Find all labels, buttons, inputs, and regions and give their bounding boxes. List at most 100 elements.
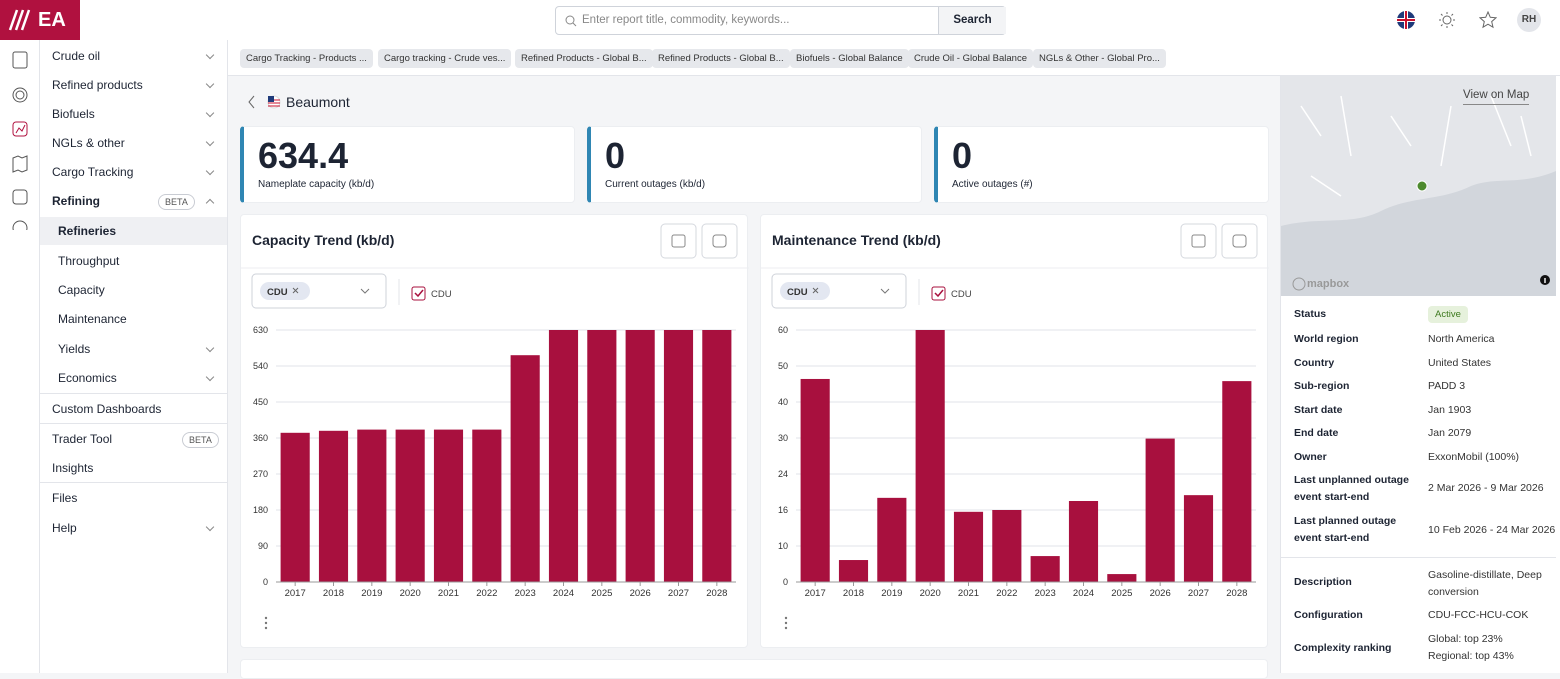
filter-chip: CDU (787, 287, 808, 298)
detail-label: Last unplanned outage event start-end (1294, 474, 1409, 503)
report-tab[interactable]: Biofuels - Global Balance (790, 49, 909, 68)
detail-panel: View on Map mapbox Status Active World r… (1280, 76, 1560, 673)
logo[interactable]: EA (0, 0, 80, 40)
x-tick-label: 2019 (361, 588, 382, 599)
nav-subitem[interactable]: Maintenance (58, 312, 127, 326)
kpi-label: Active outages (#) (952, 179, 1033, 190)
rail-icons (12, 51, 28, 230)
detail-value: CDU-FCC-HCU-COK (1428, 609, 1529, 621)
view-on-map[interactable]: View on Map (1463, 89, 1530, 105)
icon (712, 234, 727, 248)
detail-label: Description (1294, 576, 1352, 588)
search-button[interactable]: Search (938, 7, 1006, 34)
report-tab[interactable]: Refined Products - Global B... (652, 49, 790, 68)
bar (915, 330, 945, 582)
menu-dot (264, 621, 268, 625)
check (934, 289, 944, 298)
report-tab[interactable]: NGLs & Other - Global Pro... (1033, 49, 1166, 68)
nav-subitem[interactable]: Capacity (58, 283, 105, 297)
back-and-flag[interactable] (246, 95, 282, 109)
nav-item[interactable]: Custom Dashboards (52, 402, 162, 416)
filter-chip-bg (780, 282, 830, 300)
bar (433, 429, 464, 582)
nav-item[interactable]: Cargo Tracking (52, 165, 134, 179)
nav-item[interactable]: Files (52, 491, 78, 505)
date-button[interactable] (1180, 223, 1217, 259)
detail-value: 2 Mar 2026 - 9 Mar 2026 (1428, 482, 1544, 494)
bar (1183, 495, 1214, 582)
x-tick-label: 2027 (1188, 588, 1209, 599)
checkbox[interactable] (931, 286, 946, 301)
checkbox-label: CDU (431, 289, 452, 300)
kpi-value: 0 (952, 135, 973, 176)
x-tick-label: 2024 (1073, 588, 1094, 599)
search-box[interactable]: Enter report title, commodity, keywords.… (555, 6, 1006, 35)
report-tab[interactable]: Refined Products - Global B... (515, 49, 653, 68)
report-tab[interactable]: Cargo tracking - Crude ves... (378, 49, 512, 68)
beta-badge: BETA (158, 194, 195, 210)
kpi-card: 634.4 Nameplate capacity (kb/d) (240, 126, 575, 203)
bar (1030, 556, 1060, 582)
map-attribution: mapbox (1307, 278, 1350, 290)
theme-toggle[interactable] (1438, 11, 1456, 29)
icon (1191, 234, 1206, 248)
detail-label: Configuration (1294, 609, 1363, 621)
select-chevron (880, 288, 890, 294)
x-tick-label: 2017 (805, 588, 826, 599)
detail-value: PADD 3 (1428, 380, 1466, 392)
bar (838, 560, 869, 582)
nav-item[interactable]: Crude oil (52, 49, 101, 63)
chart-title: Capacity Trend (kb/d) (252, 232, 394, 248)
detail-value: Jan 2079 (1428, 427, 1472, 439)
logo-mark (8, 9, 31, 31)
nav-subitem[interactable]: Throughput (58, 254, 120, 268)
icon (671, 234, 686, 248)
language-flag[interactable] (1396, 10, 1416, 30)
detail-label: Status (1294, 308, 1327, 320)
nav-item[interactable]: Refined products (52, 78, 143, 92)
status-badge: Active (1428, 306, 1468, 323)
active-highlight (40, 217, 227, 245)
table-button[interactable] (701, 223, 738, 259)
bar (800, 378, 830, 582)
y-tick-label: 50 (778, 361, 788, 371)
bar (280, 432, 310, 582)
y-tick-label: 30 (778, 433, 788, 443)
nav-subitem[interactable]: Yields (58, 342, 91, 356)
nav-item[interactable]: Help (52, 521, 77, 535)
y-tick-label: 0 (263, 577, 268, 587)
nav-item[interactable]: Biofuels (52, 107, 95, 121)
map[interactable] (1281, 76, 1556, 296)
chip-remove[interactable] (812, 287, 819, 294)
nav-item[interactable]: Refining (52, 194, 100, 208)
sidebar: Crude oil Refined products Biofuels NGLs… (40, 40, 228, 673)
detail-value: United States (1428, 357, 1492, 369)
y-tick-label: 180 (253, 505, 268, 515)
nav-subitem[interactable]: Refineries (58, 224, 117, 238)
x-tick-label: 2024 (553, 588, 574, 599)
checkbox[interactable] (411, 286, 426, 301)
chip-remove[interactable] (292, 287, 299, 294)
nav-subitem[interactable]: Economics (58, 371, 117, 385)
nav-item[interactable]: NGLs & other (52, 136, 125, 150)
user-avatar[interactable]: RH (1517, 8, 1541, 32)
date-button[interactable] (660, 223, 697, 259)
bar (663, 330, 694, 582)
search-icon (565, 15, 577, 27)
x-tick-label: 2026 (1150, 588, 1171, 599)
x-tick-label: 2027 (668, 588, 689, 599)
y-tick-label: 40 (778, 397, 788, 407)
nav-item[interactable]: Insights (52, 461, 94, 475)
detail-value: North America (1428, 333, 1495, 345)
bar (587, 330, 617, 582)
y-tick-label: 24 (778, 469, 788, 479)
favorites[interactable] (1479, 11, 1497, 29)
report-tab[interactable]: Cargo Tracking - Products ... (240, 49, 373, 68)
detail-value: Global: top 23% (1428, 633, 1503, 645)
bar (992, 510, 1022, 582)
bar (318, 430, 349, 582)
table-button[interactable] (1221, 223, 1258, 259)
filter-chip: CDU (267, 287, 288, 298)
report-tab[interactable]: Crude Oil - Global Balance (908, 49, 1033, 68)
nav-item[interactable]: Trader Tool (52, 432, 113, 446)
